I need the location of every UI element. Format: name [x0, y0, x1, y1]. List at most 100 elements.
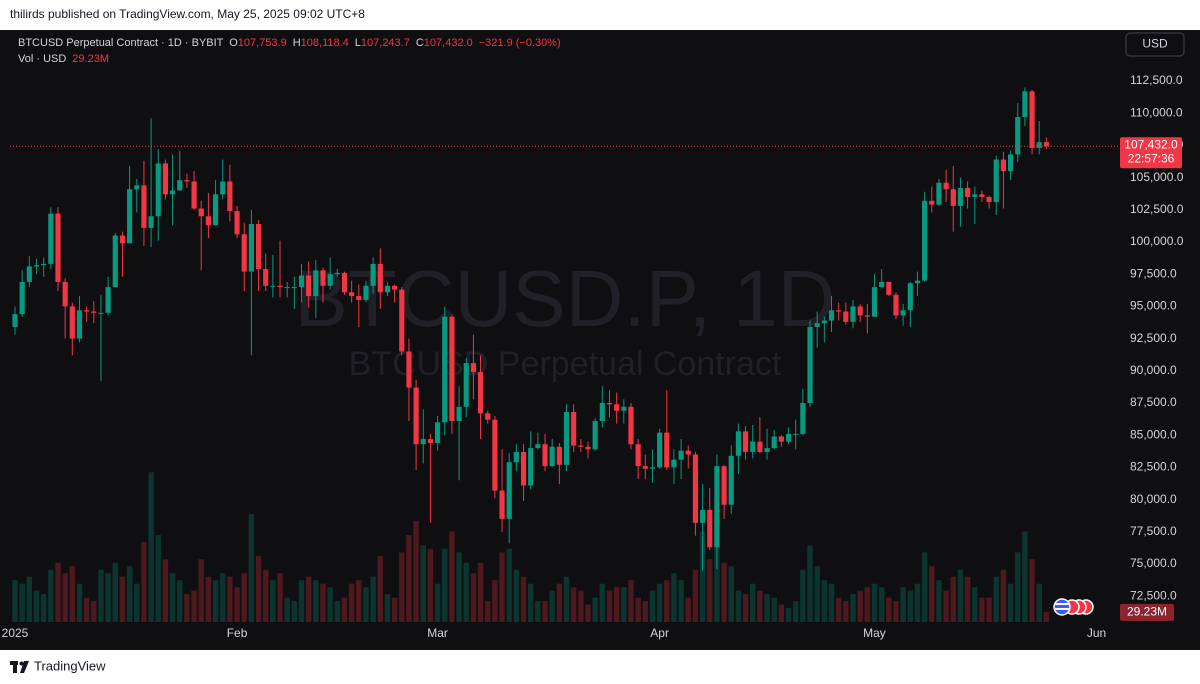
- candle-body: [828, 310, 835, 321]
- volume-bar: [470, 573, 477, 622]
- y-tick-label: 85,000.0: [1130, 427, 1177, 441]
- candle-body: [793, 433, 799, 435]
- y-tick-label: 80,000.0: [1130, 492, 1177, 506]
- volume-bar: [893, 601, 899, 622]
- volume-bar: [55, 562, 61, 622]
- candle-body: [692, 454, 699, 523]
- volume-bar: [363, 587, 369, 622]
- watermark: BTCUSD.P, 1D BTCUSD Perpetual Contract: [295, 254, 836, 383]
- volume-bar: [871, 583, 878, 622]
- volume-bar: [699, 531, 706, 622]
- volume-bar: [520, 576, 527, 622]
- volume-bar: [864, 587, 871, 622]
- volume-axis-label: 29.23M: [1127, 604, 1167, 618]
- volume-bar: [1029, 559, 1035, 622]
- volume-bar: [936, 580, 942, 622]
- y-tick-label: 102,500.0: [1130, 202, 1184, 216]
- volume-bar: [449, 531, 455, 622]
- change-value: −321.9 (−0.30%): [479, 37, 561, 49]
- volume-bar: [606, 590, 613, 622]
- volume-bar: [900, 587, 906, 622]
- candle-body: [671, 459, 677, 468]
- y-tick-label: 75,000.0: [1130, 556, 1177, 570]
- volume-bar: [406, 534, 412, 622]
- volume-bar: [499, 552, 505, 622]
- candle-body: [399, 289, 405, 352]
- event-flag[interactable]: [1053, 598, 1071, 616]
- candle-body: [155, 163, 161, 217]
- volume-layer: [12, 472, 1050, 622]
- brand-logo: [10, 661, 29, 673]
- volume-bar: [91, 601, 97, 622]
- currency-button[interactable]: [1125, 32, 1185, 57]
- volume-bar: [929, 566, 935, 622]
- volume-bar: [735, 590, 742, 622]
- volume-bar: [255, 555, 262, 622]
- volume-bar: [964, 576, 971, 622]
- volume-bar: [313, 580, 319, 622]
- candle-body: [205, 216, 211, 226]
- candle-body: [442, 316, 448, 423]
- candle-body: [879, 281, 885, 288]
- volume-bar: [800, 569, 806, 622]
- volume-bar: [284, 597, 290, 622]
- candle-layer: [12, 87, 1049, 571]
- volume-bar: [656, 583, 663, 622]
- y-tick-label: 97,500.0: [1130, 266, 1177, 280]
- candle-body: [642, 466, 648, 469]
- candle-body: [735, 431, 741, 456]
- candle-body: [922, 200, 928, 281]
- candle-body: [585, 446, 591, 450]
- volume-bar: [298, 580, 305, 622]
- candle-body: [477, 372, 484, 414]
- candle-body: [334, 272, 340, 275]
- volume-bar: [69, 566, 76, 622]
- currency-label[interactable]: USD: [1142, 37, 1168, 51]
- candle-body: [191, 181, 197, 209]
- candle-body: [277, 285, 283, 288]
- candle-body: [33, 265, 40, 267]
- candle-body: [592, 421, 598, 450]
- volume-bar: [112, 562, 119, 622]
- volume-bar: [198, 559, 204, 622]
- candle-body: [599, 402, 605, 422]
- candle-body: [384, 285, 391, 293]
- volume-bar: [549, 590, 555, 622]
- volume-bar: [477, 562, 484, 622]
- logo-shape: [20, 661, 29, 673]
- candle-body: [929, 200, 935, 205]
- candle-body: [499, 490, 505, 519]
- volume-bar: [649, 590, 656, 622]
- candle-body: [349, 292, 355, 297]
- candle-body: [800, 402, 806, 434]
- y-tick-label: 90,000.0: [1130, 363, 1177, 377]
- volume-bar: [635, 597, 641, 622]
- candle-body: [1043, 142, 1049, 147]
- volume-bar: [972, 587, 978, 622]
- candle-body: [528, 448, 534, 486]
- volume-bar: [950, 576, 956, 622]
- event-flags: [1053, 598, 1094, 616]
- volume-bar: [721, 562, 727, 622]
- candle-body: [742, 431, 749, 452]
- volume-bar: [442, 548, 448, 622]
- candle-body: [48, 213, 54, 264]
- candle-body: [492, 419, 498, 491]
- candle-body: [363, 285, 369, 300]
- volume-bar: [556, 583, 563, 622]
- volume-bar: [241, 573, 247, 622]
- candle-body: [685, 450, 691, 455]
- candle-body: [105, 287, 111, 313]
- volume-bar: [814, 566, 820, 622]
- countdown-label: 22:57:36: [1128, 151, 1175, 165]
- volume-bar: [1022, 531, 1028, 622]
- volume-bar: [750, 583, 756, 622]
- volume-bar: [513, 569, 520, 622]
- candle-body: [864, 315, 870, 317]
- y-tick-label: 100,000.0: [1130, 234, 1184, 248]
- bottom-bar: [0, 650, 1200, 684]
- candle-body: [19, 281, 25, 315]
- volume-bar: [227, 576, 233, 622]
- volume-bar: [320, 583, 326, 622]
- candle-body: [220, 181, 226, 195]
